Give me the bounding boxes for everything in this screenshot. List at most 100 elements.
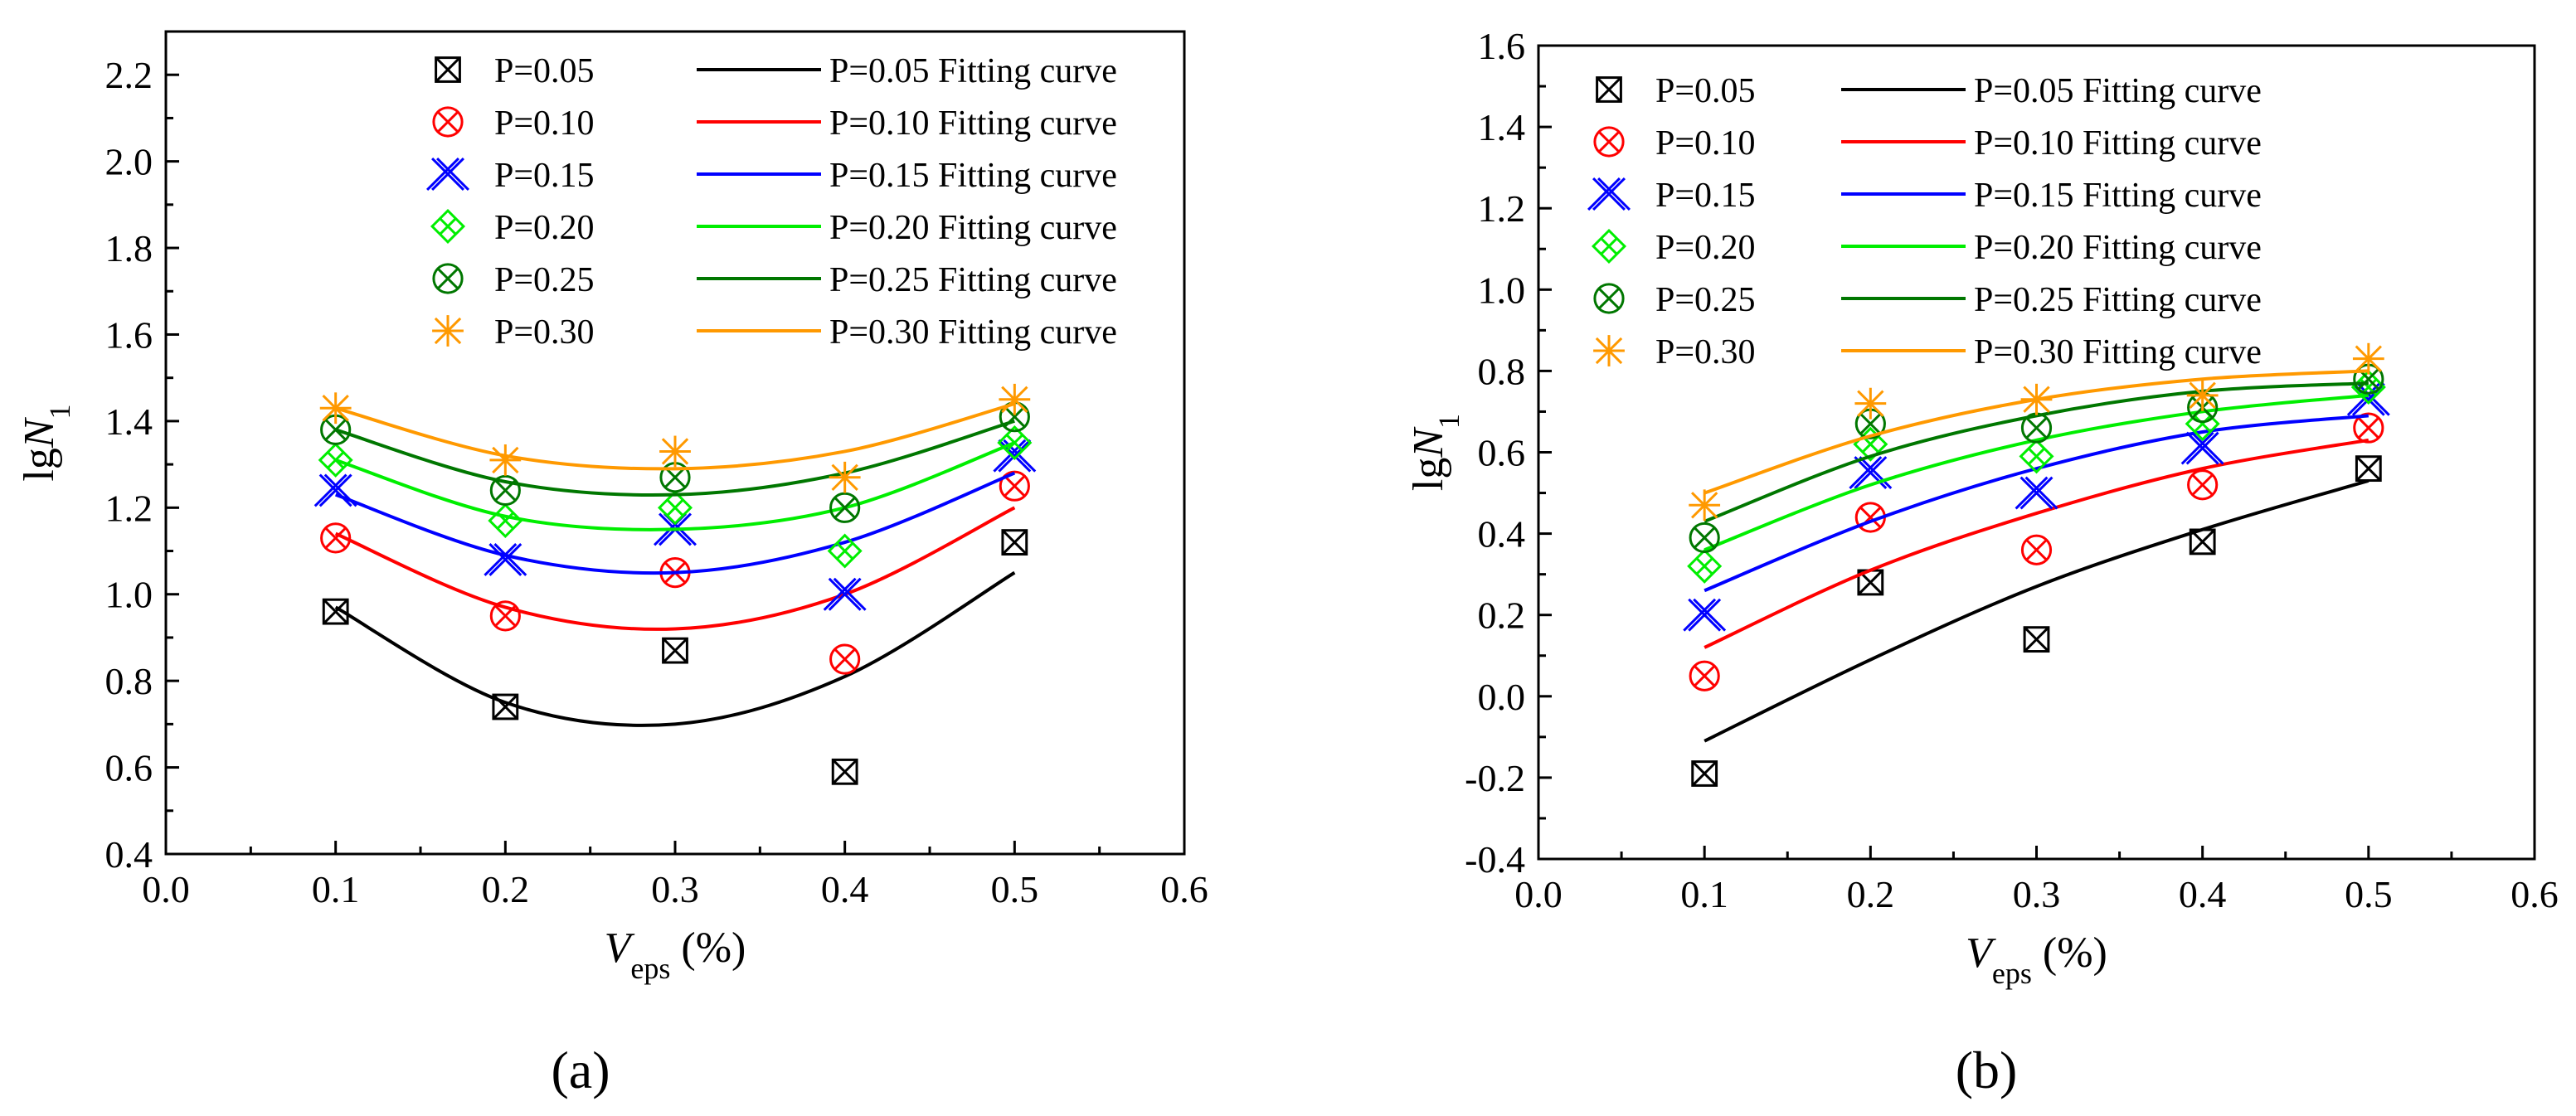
legend-marker <box>1596 76 1622 103</box>
data-point <box>1687 548 1723 584</box>
legend-marker <box>435 56 461 83</box>
legend-label: P=0.25 <box>1655 281 1756 319</box>
legend-marker <box>432 106 464 138</box>
x-tick-label: 0.3 <box>651 868 699 910</box>
y-axis-label-sub: 1 <box>1432 414 1465 429</box>
legend-marker <box>1587 177 1631 211</box>
legend-label: P=0.20 Fitting curve <box>829 209 1117 247</box>
data-point <box>999 383 1031 415</box>
legend-label: P=0.15 Fitting curve <box>829 157 1117 195</box>
data-point <box>2020 534 2053 565</box>
legend-label: P=0.20 <box>1655 229 1756 267</box>
x-tick-label: 0.6 <box>2510 873 2559 915</box>
legend-marker <box>1593 335 1625 366</box>
y-tick-label: 0.0 <box>1478 676 1526 718</box>
x-tick-label: 0.4 <box>821 868 869 910</box>
legend-label: P=0.30 <box>1655 333 1756 371</box>
y-tick-label: -0.4 <box>1465 838 1525 881</box>
y-tick-label: 0.6 <box>105 747 153 789</box>
data-point <box>489 474 521 507</box>
x-axis-label: Veps (%) <box>605 924 746 985</box>
fitting-curve-p-0-05 <box>1704 478 2369 743</box>
y-axis-label-var: N <box>1405 426 1452 459</box>
x-tick-label: 0.3 <box>2013 873 2061 915</box>
legend-label: P=0.25 <box>494 261 595 299</box>
legend-label: P=0.15 <box>494 157 595 195</box>
y-tick-label: 2.2 <box>105 54 153 96</box>
y-axis-label-var: N <box>16 416 63 449</box>
y-tick-label: 1.0 <box>105 574 153 616</box>
y-tick-label: 1.8 <box>105 227 153 269</box>
fitting-curve-p-0-10 <box>334 506 1016 631</box>
data-point <box>2355 455 2382 483</box>
y-tick-label: 1.4 <box>1478 106 1526 148</box>
data-point <box>997 425 1033 461</box>
y-tick-label: 0.2 <box>1478 594 1526 637</box>
legend-label: P=0.10 <box>494 104 595 143</box>
y-tick-label: 1.0 <box>1478 269 1526 311</box>
x-tick-label: 0.2 <box>1847 873 1895 915</box>
legend-marker <box>1593 283 1625 314</box>
data-point <box>2020 383 2053 415</box>
legend-label: P=0.05 Fitting curve <box>829 52 1117 90</box>
y-axis-label-sub: 1 <box>43 404 76 419</box>
data-point <box>1854 387 1887 420</box>
x-tick-label: 0.2 <box>482 868 530 910</box>
x-axis-label: Veps (%) <box>1966 929 2107 990</box>
data-point <box>829 492 861 523</box>
data-point <box>489 600 521 632</box>
y-tick-label: 1.4 <box>105 400 153 443</box>
y-tick-label: 1.2 <box>1478 187 1526 230</box>
x-tick-label: 0.0 <box>142 868 190 910</box>
fitting-curve-p-0-10 <box>1704 438 2369 649</box>
data-point <box>2019 439 2054 474</box>
x-axis-label-var: V <box>605 924 635 972</box>
y-tick-label: 0.4 <box>1478 513 1526 556</box>
data-point <box>2186 379 2219 411</box>
panel-a-chart: 0.0 0.1 0.2 0.3 0.4 0.5 0.6 0.4 0.6 0.8 1.0 1.2 1.4 1… <box>16 30 1208 985</box>
y-tick-label: 0.8 <box>1478 350 1526 392</box>
legend-marker <box>1591 228 1627 264</box>
data-point <box>2180 431 2224 465</box>
data-point <box>827 533 863 569</box>
data-point <box>659 435 691 468</box>
data-point <box>488 502 523 539</box>
x-tick-label: 0.5 <box>991 868 1039 910</box>
legend-marker <box>432 315 464 347</box>
y-axis-label: lgN1 <box>1405 414 1465 491</box>
data-point <box>662 637 688 664</box>
data-point <box>1683 598 1727 632</box>
data-point <box>489 444 522 476</box>
data-point <box>1689 522 1720 554</box>
x-tick-label: 0.5 <box>2345 873 2393 915</box>
fitting-curve-p-0-15 <box>1704 414 2369 593</box>
legend-label: P=0.30 Fitting curve <box>829 313 1117 352</box>
y-tick-label: 1.2 <box>105 487 153 529</box>
data-point <box>999 470 1030 502</box>
x-axis-label-unit: (%) <box>2032 929 2107 977</box>
x-tick-label: 0.6 <box>1160 868 1208 910</box>
y-tick-label: 2.0 <box>105 141 153 183</box>
fitting-curve-p-0-15 <box>334 471 1016 575</box>
legend-label: P=0.05 Fitting curve <box>1974 72 2262 110</box>
data-point <box>319 392 352 425</box>
data-point <box>2015 476 2058 510</box>
fitting-curve-p-0-25 <box>1704 381 2369 523</box>
legend-marker <box>432 263 464 294</box>
legend: P=0.05 P=0.05 Fitting curve P=0.10 P=0.10 F… <box>426 52 1117 352</box>
data-point <box>313 473 357 507</box>
data-point <box>320 522 352 554</box>
legend-label: P=0.15 <box>1655 177 1756 215</box>
legend-label: P=0.25 Fitting curve <box>1974 281 2262 319</box>
fitting-curve-p-0-05 <box>334 570 1016 727</box>
legend-label: P=0.15 Fitting curve <box>1974 177 2262 215</box>
legend-label: P=0.05 <box>1655 72 1756 110</box>
fitting-curve-p-0-20 <box>335 441 1016 531</box>
fitting-curve-p-0-25 <box>335 419 1015 497</box>
legend: P=0.05 P=0.05 Fitting curve P=0.10 P=0.10 F… <box>1587 72 2262 371</box>
data-point <box>2189 528 2216 556</box>
legend-label: P=0.30 <box>494 313 595 352</box>
x-tick-label: 0.4 <box>2179 873 2227 915</box>
x-tick-label: 0.1 <box>1680 873 1728 915</box>
